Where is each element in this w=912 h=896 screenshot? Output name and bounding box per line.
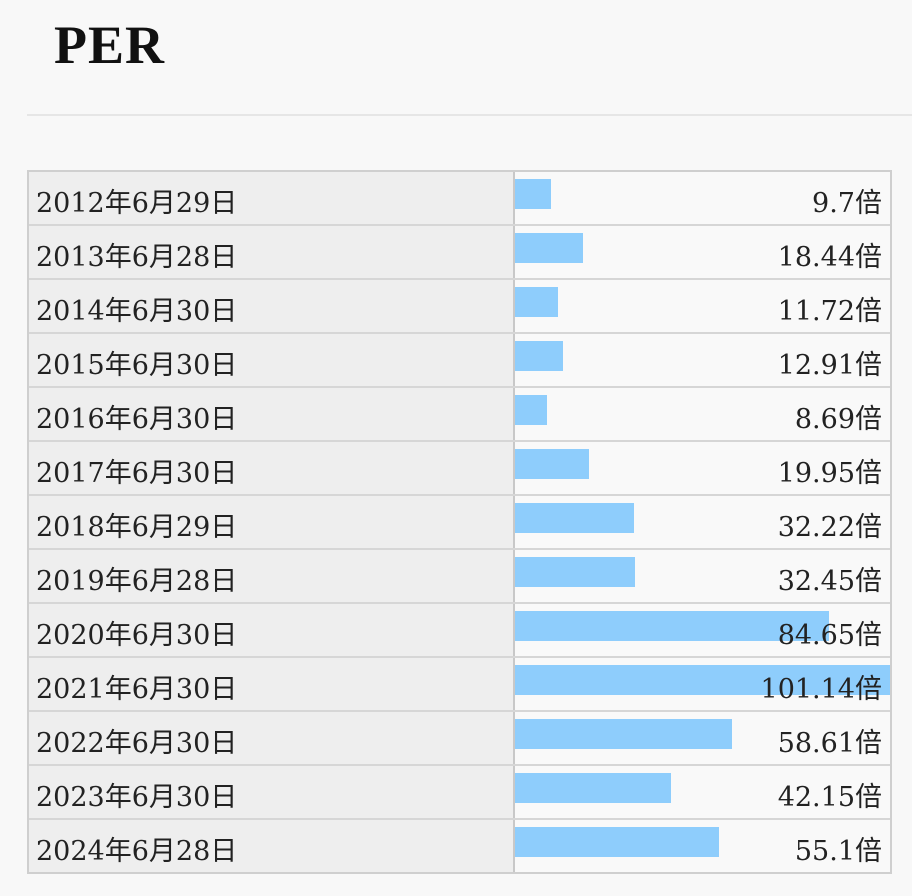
value-cell: 12.91倍	[515, 334, 890, 386]
date-label: 2016年6月30日	[29, 388, 515, 440]
per-bar	[515, 719, 733, 749]
date-label: 2019年6月28日	[29, 550, 515, 602]
table-row: 2018年6月29日 32.22倍	[29, 496, 890, 550]
value-cell: 11.72倍	[515, 280, 890, 332]
value-cell: 32.45倍	[515, 550, 890, 602]
value-cell: 18.44倍	[515, 226, 890, 278]
table-row: 2014年6月30日 11.72倍	[29, 280, 890, 334]
per-bar	[515, 665, 890, 695]
table-row: 2017年6月30日 19.95倍	[29, 442, 890, 496]
per-bar-table: 2012年6月29日 9.7倍 2013年6月28日 18.44倍 2014年6月30日…	[27, 170, 892, 874]
per-bar	[515, 503, 635, 533]
table-row: 2020年6月30日 84.65倍	[29, 604, 890, 658]
table-row: 2019年6月28日 32.45倍	[29, 550, 890, 604]
per-value-label: 32.45倍	[777, 565, 882, 597]
per-bar	[515, 773, 672, 803]
per-value-label: 55.1倍	[794, 835, 882, 867]
value-cell: 42.15倍	[515, 766, 890, 818]
value-cell: 32.22倍	[515, 496, 890, 548]
per-bar	[515, 449, 589, 479]
date-label: 2017年6月30日	[29, 442, 515, 494]
title-divider	[27, 114, 912, 116]
per-bar	[515, 179, 551, 209]
table-row: 2015年6月30日 12.91倍	[29, 334, 890, 388]
per-bar	[515, 827, 720, 857]
date-label: 2018年6月29日	[29, 496, 515, 548]
date-label: 2015年6月30日	[29, 334, 515, 386]
per-bar	[515, 557, 636, 587]
value-cell: 101.14倍	[515, 658, 890, 710]
per-value-label: 9.7倍	[812, 187, 882, 219]
date-label: 2021年6月30日	[29, 658, 515, 710]
date-label: 2022年6月30日	[29, 712, 515, 764]
table-row: 2012年6月29日 9.7倍	[29, 172, 890, 226]
per-value-label: 18.44倍	[777, 241, 882, 273]
table-row: 2013年6月28日 18.44倍	[29, 226, 890, 280]
per-bar	[515, 611, 829, 641]
per-bar	[515, 341, 563, 371]
per-bar	[515, 233, 584, 263]
per-value-label: 12.91倍	[777, 349, 882, 381]
per-value-label: 58.61倍	[777, 727, 882, 759]
table-row: 2016年6月30日 8.69倍	[29, 388, 890, 442]
per-value-label: 101.14倍	[760, 673, 882, 705]
table-row: 2023年6月30日 42.15倍	[29, 766, 890, 820]
page-title: PER	[54, 15, 165, 75]
date-label: 2023年6月30日	[29, 766, 515, 818]
date-label: 2020年6月30日	[29, 604, 515, 656]
per-value-label: 84.65倍	[777, 619, 882, 651]
value-cell: 84.65倍	[515, 604, 890, 656]
date-label: 2014年6月30日	[29, 280, 515, 332]
per-value-label: 19.95倍	[777, 457, 882, 489]
table-row: 2024年6月28日 55.1倍	[29, 820, 890, 872]
value-cell: 58.61倍	[515, 712, 890, 764]
per-value-label: 32.22倍	[777, 511, 882, 543]
table-row: 2021年6月30日 101.14倍	[29, 658, 890, 712]
date-label: 2013年6月28日	[29, 226, 515, 278]
table-row: 2022年6月30日 58.61倍	[29, 712, 890, 766]
per-bar	[515, 287, 559, 317]
value-cell: 55.1倍	[515, 820, 890, 872]
per-value-label: 11.72倍	[777, 295, 882, 327]
per-value-label: 8.69倍	[794, 403, 882, 435]
per-bar	[515, 395, 548, 425]
value-cell: 19.95倍	[515, 442, 890, 494]
date-label: 2024年6月28日	[29, 820, 515, 872]
value-cell: 8.69倍	[515, 388, 890, 440]
value-cell: 9.7倍	[515, 172, 890, 224]
date-label: 2012年6月29日	[29, 172, 515, 224]
per-value-label: 42.15倍	[777, 781, 882, 813]
